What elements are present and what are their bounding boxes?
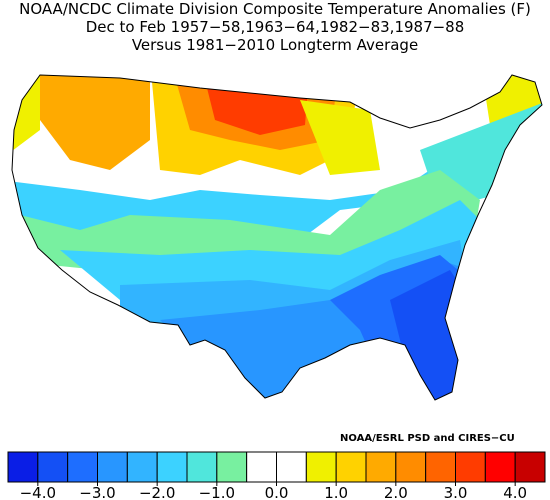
color-box <box>484 451 516 483</box>
color-box <box>514 451 546 483</box>
us-outline <box>11 74 543 401</box>
tick-label: −4.0 <box>20 484 56 500</box>
title-line: Versus 1981−2010 Longterm Average <box>132 36 418 54</box>
tick-label: −1.0 <box>199 484 235 500</box>
color-box <box>156 451 188 483</box>
color-box <box>97 451 128 483</box>
tick-label: 3.0 <box>444 484 468 500</box>
color-box <box>186 451 218 483</box>
color-box <box>365 451 397 483</box>
color-box <box>335 451 367 483</box>
color-box <box>276 451 307 483</box>
color-box <box>395 451 427 483</box>
title-line: NOAA/NCDC Climate Division Composite Tem… <box>19 0 531 18</box>
colorbar: −4.0 −3.0 −2.0 −1.0 0.0 1.0 2.0 3.0 4.0 <box>7 451 546 500</box>
color-box <box>425 451 456 483</box>
color-box <box>67 451 98 483</box>
color-box <box>246 451 278 483</box>
color-box <box>216 451 248 483</box>
color-box <box>7 451 39 483</box>
tick-label: −3.0 <box>79 484 115 500</box>
color-box <box>126 451 158 483</box>
tick-label: 1.0 <box>324 484 348 500</box>
tick-label: 2.0 <box>384 484 408 500</box>
color-box <box>37 451 69 483</box>
tick-label: 0.0 <box>265 484 289 500</box>
color-box <box>305 451 337 483</box>
title-line: Dec to Feb 1957−58,1963−64,1982−83,1987−… <box>86 18 465 36</box>
tick-label: −2.0 <box>139 484 175 500</box>
credit: NOAA/ESRL PSD and CIRES−CU <box>340 433 515 444</box>
tick-label: 4.0 <box>503 484 527 500</box>
color-box <box>455 451 486 483</box>
